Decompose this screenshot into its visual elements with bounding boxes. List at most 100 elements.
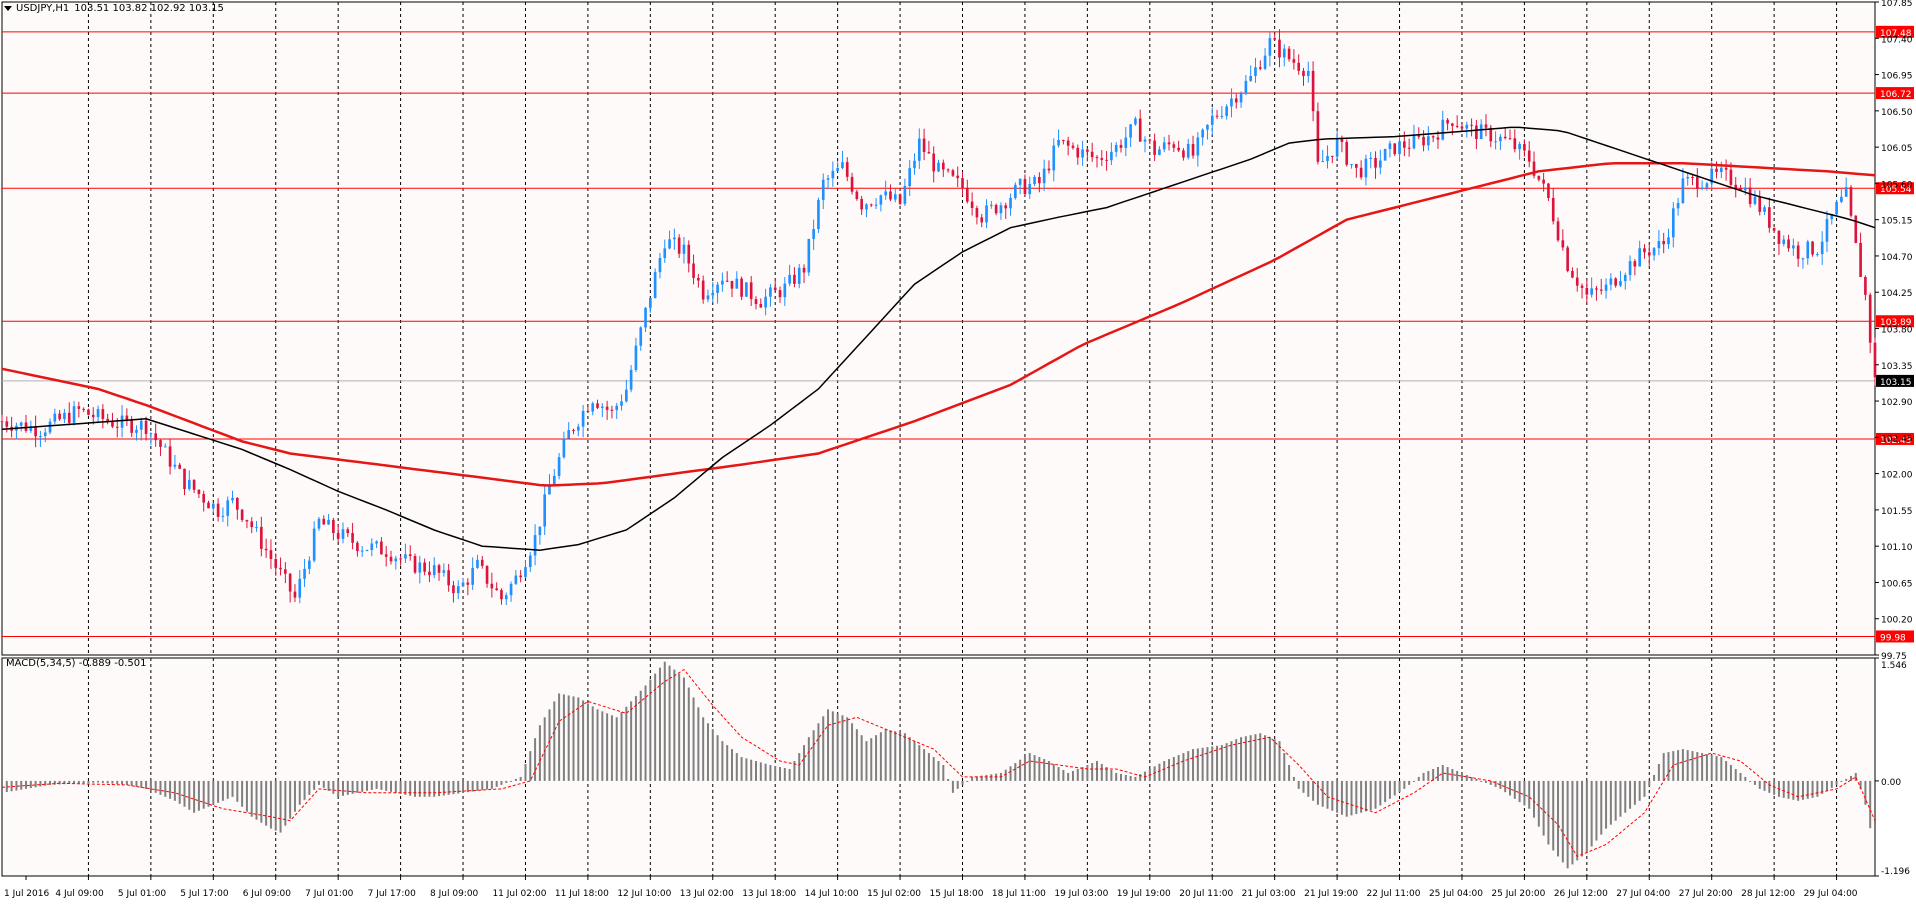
- macd-bar: [1364, 780, 1367, 812]
- macd-bar: [846, 717, 849, 781]
- candle-body: [1364, 158, 1368, 178]
- x-tick-label: 13 Jul 18:00: [742, 889, 796, 899]
- candle-body: [1369, 158, 1373, 160]
- macd-bar: [1797, 780, 1800, 801]
- macd-bar: [274, 780, 277, 831]
- macd-bar: [486, 780, 489, 790]
- candle-body: [1499, 136, 1502, 142]
- macd-bar: [923, 749, 926, 781]
- macd-bar: [1292, 776, 1295, 781]
- candle-body: [1494, 141, 1497, 143]
- candle-body: [985, 205, 988, 223]
- macd-bar: [1657, 764, 1660, 781]
- macd-bar: [1475, 778, 1478, 781]
- macd-bar: [606, 713, 609, 781]
- chevron-down-icon[interactable]: [4, 5, 12, 11]
- macd-bar: [716, 735, 719, 781]
- macd-bar: [1590, 780, 1593, 847]
- macd-bar: [1220, 745, 1223, 781]
- candle-body: [144, 420, 148, 434]
- candle-body: [1282, 48, 1286, 58]
- macd-bar: [697, 707, 700, 781]
- macd-bar: [365, 780, 368, 791]
- macd-bar: [284, 780, 287, 826]
- macd-bar: [1388, 780, 1391, 799]
- candle-body: [653, 272, 657, 299]
- macd-bar: [706, 723, 709, 781]
- macd-bar: [908, 737, 911, 781]
- candle-body: [413, 555, 417, 573]
- macd-bar: [159, 780, 162, 795]
- candle-body: [63, 412, 66, 420]
- macd-bar: [106, 780, 109, 784]
- macd-bar: [481, 780, 484, 791]
- time-axis[interactable]: 1 Jul 2016 4 Jul 09:00 5 Jul 01:00 5 Jul 17…: [4, 876, 1858, 899]
- candle-body: [1004, 205, 1008, 209]
- ma-slow-line: [1, 161, 1876, 487]
- candle-body: [778, 290, 782, 298]
- candle-body: [298, 578, 302, 598]
- macd-bar: [1446, 767, 1449, 781]
- macd-bar: [851, 723, 854, 781]
- macd-bar: [1484, 780, 1487, 783]
- candle-body: [139, 420, 143, 430]
- candle-body: [629, 369, 633, 390]
- macd-bar: [1163, 761, 1166, 781]
- macd-bar: [827, 709, 830, 781]
- y-tick-label: 104.70: [1881, 253, 1913, 263]
- candle-body: [1023, 179, 1027, 195]
- price-plot-area[interactable]: [1, 1, 1876, 656]
- candle-body: [1330, 155, 1334, 157]
- macd-value: -0.889: [78, 658, 112, 669]
- macd-bar: [1196, 748, 1199, 781]
- macd-y-tick-label: -1.196: [1881, 867, 1910, 877]
- candle-body: [1628, 261, 1632, 275]
- macd-bar: [951, 780, 954, 793]
- x-tick-label: 6 Jul 09:00: [243, 889, 292, 899]
- current-price-tag: [1876, 374, 1914, 387]
- candle-body: [759, 304, 763, 308]
- macd-bar: [351, 780, 354, 794]
- candle-body: [1508, 138, 1512, 140]
- macd-bar: [245, 780, 248, 812]
- candle-body: [154, 433, 158, 441]
- candle-body: [1758, 196, 1762, 212]
- macd-bar: [111, 780, 114, 784]
- low-value: 102.92: [150, 3, 186, 14]
- candle-body: [77, 406, 81, 409]
- macd-bar: [1494, 780, 1497, 787]
- y-tick-label: 101.10: [1881, 543, 1913, 553]
- candle-body: [965, 187, 969, 202]
- candle-body: [1518, 143, 1521, 150]
- macd-y-tick-label: 0.00: [1881, 778, 1901, 788]
- price-axis[interactable]: 107.85107.40106.95106.50106.05105.60105.…: [1875, 0, 1913, 877]
- macd-bar: [1168, 759, 1171, 781]
- y-tick-label: 102.45: [1881, 434, 1913, 444]
- candle-body: [1729, 169, 1733, 185]
- macd-bar: [870, 738, 873, 781]
- candle-body: [524, 567, 527, 578]
- macd-bar: [404, 780, 407, 795]
- macd-bar: [1432, 768, 1435, 781]
- macd-bar: [125, 780, 128, 785]
- candle-body: [360, 550, 364, 552]
- candle-body: [471, 567, 474, 585]
- candle-body: [1090, 151, 1094, 158]
- macd-bar: [1374, 780, 1377, 809]
- macd-bar: [207, 780, 210, 807]
- candle-body: [1542, 179, 1545, 184]
- candle-body: [634, 345, 638, 370]
- candle-body: [111, 421, 114, 427]
- macd-bar: [774, 766, 777, 781]
- candle-body: [745, 282, 748, 297]
- macd-bar: [1182, 753, 1185, 781]
- macd-bar: [1192, 749, 1195, 781]
- macd-bar: [317, 780, 320, 785]
- candle-body: [721, 280, 724, 285]
- x-tick-label: 8 Jul 09:00: [430, 889, 479, 899]
- macd-bar: [985, 774, 988, 781]
- candle-body: [1258, 67, 1262, 69]
- macd-bar: [735, 753, 738, 781]
- candle-body: [389, 556, 393, 562]
